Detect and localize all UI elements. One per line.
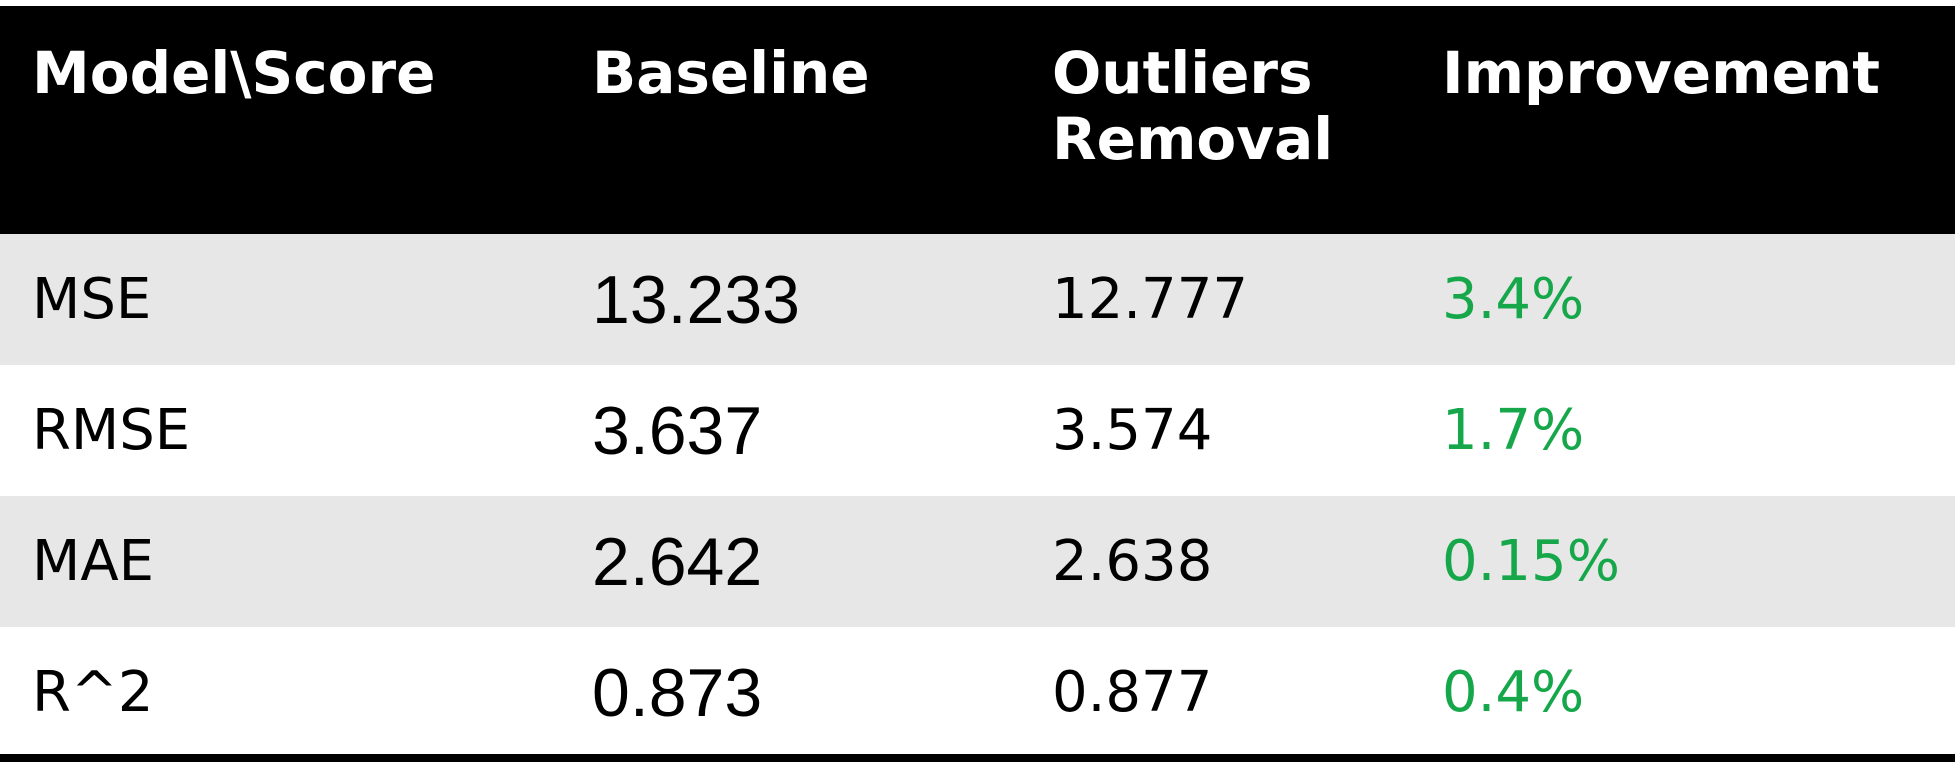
metric-cell: MSE (32, 267, 152, 332)
header-outliers-removal: Outliers Removal (1020, 6, 1410, 234)
header-model-score: Model\Score (0, 6, 560, 234)
table-row: MAE 2.642 2.638 0.15% (0, 496, 1955, 627)
improvement-cell: 1.7% (1442, 398, 1585, 463)
metric-cell: MAE (32, 529, 155, 594)
baseline-cell: 2.642 (592, 523, 763, 600)
metric-cell: RMSE (32, 398, 191, 463)
results-table: Model\Score Baseline Outliers Removal Im… (0, 6, 1955, 758)
table-bottom-rule (0, 754, 1955, 762)
header-baseline-label: Baseline (592, 39, 870, 107)
header-improvement: Improvement (1410, 6, 1955, 234)
outliers-removal-cell: 0.877 (1052, 660, 1213, 725)
improvement-cell: 3.4% (1442, 267, 1585, 332)
metric-cell: R^2 (32, 660, 154, 725)
header-outliers-removal-line1: Outliers (1052, 39, 1313, 107)
table-body: MSE 13.233 12.777 3.4% RMSE 3.637 3.574 … (0, 234, 1955, 758)
baseline-cell: 0.873 (592, 654, 763, 731)
outliers-removal-cell: 2.638 (1052, 529, 1213, 594)
table-row: R^2 0.873 0.877 0.4% (0, 627, 1955, 758)
header-baseline: Baseline (560, 6, 1020, 234)
header-row: Model\Score Baseline Outliers Removal Im… (0, 6, 1955, 234)
table-row: MSE 13.233 12.777 3.4% (0, 234, 1955, 365)
outliers-removal-cell: 3.574 (1052, 398, 1213, 463)
header-outliers-removal-line2: Removal (1052, 105, 1334, 173)
header-improvement-label: Improvement (1442, 39, 1880, 107)
improvement-cell: 0.4% (1442, 660, 1585, 725)
baseline-cell: 3.637 (592, 392, 763, 469)
table-header: Model\Score Baseline Outliers Removal Im… (0, 6, 1955, 234)
table-row: RMSE 3.637 3.574 1.7% (0, 365, 1955, 496)
outliers-removal-cell: 12.777 (1052, 267, 1248, 332)
improvement-cell: 0.15% (1442, 529, 1620, 594)
header-model-score-label: Model\Score (32, 39, 436, 107)
baseline-cell: 13.233 (592, 261, 800, 338)
